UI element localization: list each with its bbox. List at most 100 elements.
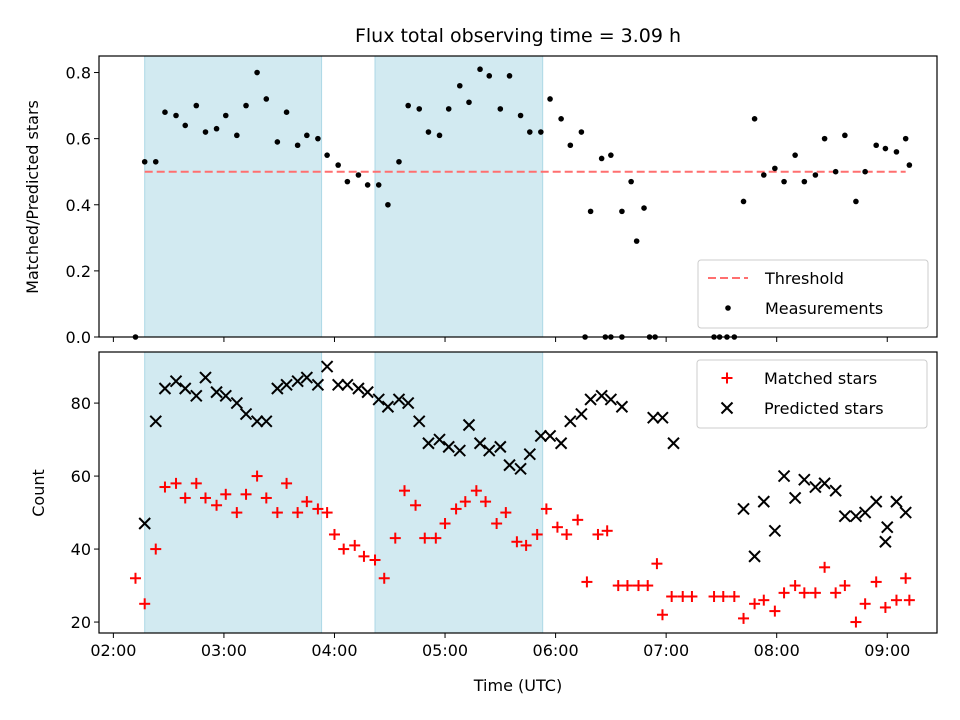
matched-star-point [358,550,370,562]
x-tick-label: 04:00 [311,641,357,660]
measurement-point [304,132,310,139]
measurement-point [396,158,402,165]
measurement-point [202,129,209,135]
x-tick-label: 02:00 [90,641,136,660]
matched-star-point [410,499,422,511]
predicted-star-point [361,385,374,399]
count-y-tick-label: 20 [71,613,91,632]
predicted-star-point [311,378,325,392]
measurement-point [760,172,767,178]
measurement-point [873,142,879,149]
predicted-star-point [523,447,536,461]
predicted-star-point [372,393,385,406]
count-axes-frame [98,351,938,634]
count-legend-label: Matched stars [764,369,877,388]
predicted-star-point [169,374,183,388]
matched-star-point [459,496,471,508]
predicted-star-point [543,429,557,443]
ratio-panel: 0.00.20.40.60.8 Matched/Predicted stars … [23,55,938,347]
predicted-star-point [748,550,761,563]
count-y-ticks: 20 40 60 80 [71,394,99,632]
matched-star-point [251,470,263,482]
legend-predicted-handle [720,401,734,415]
measurement-point [283,109,290,115]
matched-star-point [686,591,698,603]
measurement-point [902,135,909,142]
matched-star-point [139,598,151,610]
matched-star-point [642,580,654,592]
predicted-star-point [584,393,597,406]
predicted-star-point [809,480,822,494]
predicted-star-point [401,396,415,410]
measurement-point [182,122,189,129]
matched-star-point [190,477,202,489]
predicted-star-point [483,444,496,457]
matched-star-point [728,591,740,603]
predicted-star-point [453,444,466,457]
count-legend-box [696,359,928,429]
matched-star-point [321,507,333,519]
ratio-y-ticks: 0.0 0.2 0.4 0.6 0.8 [66,64,99,347]
matched-star-point [240,488,252,500]
predicted-star-point [647,411,660,424]
predicted-star-point [271,382,284,395]
measurement-point [792,152,798,158]
ratio-y-tick-label: 0.2 [66,262,91,281]
predicted-star-point [149,415,162,428]
ratio-x-ticks [112,337,888,342]
matched-star-point [271,507,283,519]
measurement-point [213,125,220,132]
measurement-point [598,155,605,162]
matched-star-point [531,528,543,540]
predicted-star-point [413,415,426,428]
x-tick-label: 09:00 [864,641,910,660]
ratio-legend-label: Threshold [764,269,844,288]
predicted-star-point [230,396,244,410]
legend-measurements-handle [725,305,731,311]
measurement-point [254,69,260,76]
matched-star-point [798,587,810,599]
matched-star-point [159,481,171,493]
predicted-star-point [392,393,406,406]
predicted-star-point [554,437,568,450]
matched-star-point [511,536,523,548]
matched-star-point [398,485,410,497]
measurement-point [862,168,868,175]
predicted-star-point [381,400,395,413]
ratio-y-tick-label: 0.4 [66,196,91,215]
matched-star-point [480,496,492,508]
matched-star-point [281,477,293,489]
measurement-point [416,106,423,112]
x-tick-label: 06:00 [533,641,579,660]
predicted-star-point [838,510,852,523]
measurement-point [567,142,574,149]
count-legend-label: Predicted stars [764,399,884,418]
measurement-point [506,73,513,79]
matched-star-point [520,539,532,551]
predicted-star-point [239,407,253,421]
matched-star-point [572,514,584,526]
matched-star-point [677,591,689,603]
measurement-point [344,178,351,185]
measurement-point [173,112,179,119]
matched-star-point [890,594,902,606]
count-y-axis-label: Count [29,469,48,517]
matched-star-point [150,543,162,555]
predicted-star-point [829,484,842,497]
predicted-star-point [280,378,293,392]
x-tick-label: 08:00 [754,641,800,660]
matched-star-point [758,594,770,606]
matched-star-point [378,572,390,584]
x-axis-label: Time (UTC) [473,676,562,695]
count-shaded-intervals [144,351,544,634]
measurement-point [781,178,787,185]
measurement-point [193,102,200,109]
measurement-point [355,172,362,178]
measurement-point [893,149,900,155]
predicted-star-point [352,382,365,395]
measurement-point [445,106,452,112]
predicted-star-point [210,385,223,399]
predicted-star-point [879,535,892,548]
chart-title: Flux total observing time = 3.09 h [355,25,681,47]
predicted-star-point [890,495,903,508]
